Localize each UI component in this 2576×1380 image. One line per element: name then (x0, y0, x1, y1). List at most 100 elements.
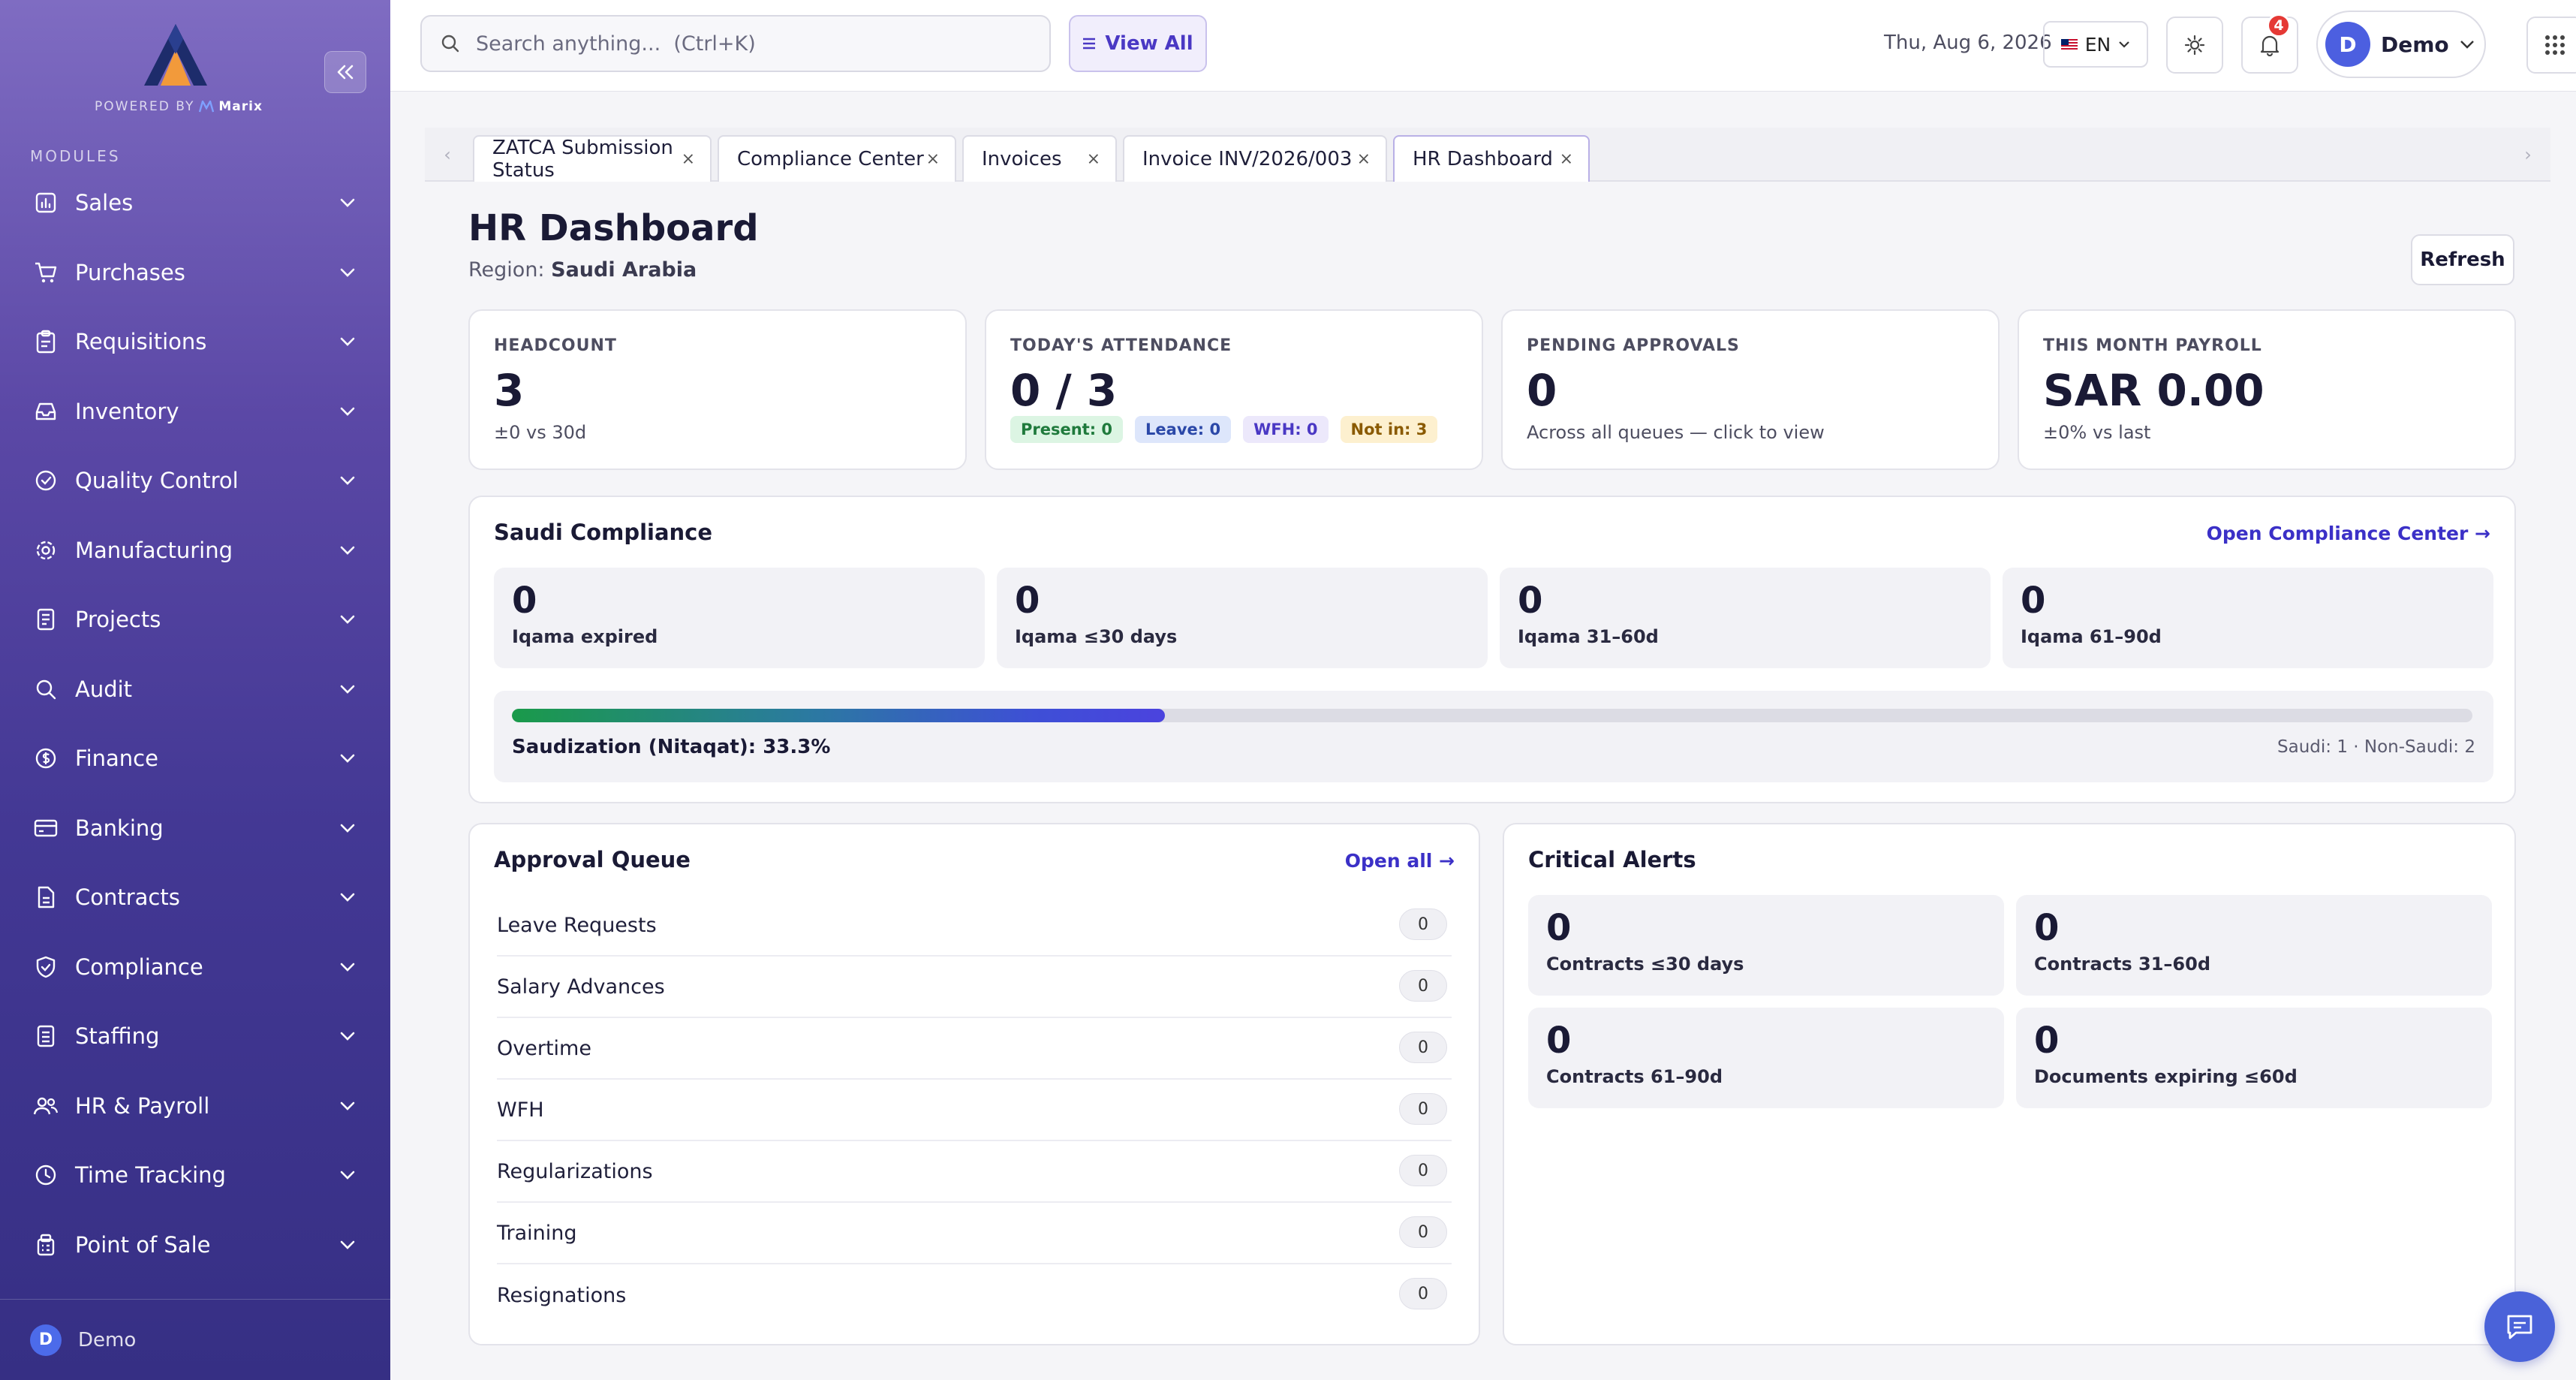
queue-label: Leave Requests (497, 913, 657, 937)
sidebar-item-staffing[interactable]: Staffing (0, 1002, 390, 1071)
sidebar-item-label: Time Tracking (75, 1162, 226, 1189)
tab-invoice-detail[interactable]: Invoice INV/2026/003 × (1123, 135, 1387, 182)
chevron-down-icon (340, 407, 355, 416)
contracts-31-60-tile[interactable]: 0 Contracts 31–60d (2016, 895, 2492, 996)
sidebar-item-compliance[interactable]: Compliance (0, 933, 390, 1002)
queue-row-salary-advances[interactable]: Salary Advances 0 (497, 957, 1452, 1018)
queue-count-badge: 0 (1399, 1278, 1447, 1309)
app-logo[interactable] (90, 24, 263, 122)
contracts-30-days-tile[interactable]: 0 Contracts ≤30 days (1528, 895, 2004, 996)
sidebar-item-projects[interactable]: Projects (0, 585, 390, 655)
chevron-down-icon (340, 337, 355, 347)
sidebar: POWERED BY Marix MODULES Sales Purchases… (0, 0, 390, 1380)
tile-label: Contracts 61–90d (1546, 1066, 1723, 1087)
queue-count-badge: 0 (1399, 1093, 1447, 1125)
critical-alerts-panel: Critical Alerts 0 Contracts ≤30 days 0 C… (1503, 823, 2516, 1345)
close-icon[interactable]: × (1356, 149, 1371, 169)
tile-label: Iqama expired (512, 626, 658, 647)
queue-row-overtime[interactable]: Overtime 0 (497, 1018, 1452, 1080)
sidebar-item-sales[interactable]: Sales (0, 168, 390, 238)
saudization-label: Saudization (Nitaqat): 33.3% (512, 736, 831, 758)
tab-compliance-center[interactable]: Compliance Center × (718, 135, 956, 182)
queue-row-resignations[interactable]: Resignations 0 (497, 1264, 1452, 1326)
sidebar-item-manufacturing[interactable]: Manufacturing (0, 516, 390, 586)
sidebar-item-label: Sales (75, 190, 134, 216)
queue-row-training[interactable]: Training 0 (497, 1203, 1452, 1264)
kpi-label: HEADCOUNT (494, 336, 617, 355)
sidebar-item-label: HR & Payroll (75, 1092, 210, 1119)
close-icon[interactable]: × (681, 149, 695, 169)
user-menu[interactable]: D Demo (2316, 11, 2486, 78)
payroll-card[interactable]: THIS MONTH PAYROLL SAR 0.00 ±0% vs last (2018, 309, 2516, 470)
sidebar-item-time-tracking[interactable]: Time Tracking (0, 1140, 390, 1210)
powered-by-text: POWERED BY (95, 99, 195, 114)
sidebar-item-finance[interactable]: Finance (0, 724, 390, 794)
open-compliance-center-link[interactable]: Open Compliance Center → (2206, 523, 2490, 544)
refresh-button[interactable]: Refresh (2411, 234, 2514, 285)
sidebar-item-hr-payroll[interactable]: HR & Payroll (0, 1071, 390, 1141)
collapse-sidebar-button[interactable] (324, 51, 366, 93)
queue-label: WFH (497, 1098, 544, 1122)
close-icon[interactable]: × (1559, 149, 1573, 169)
pending-approvals-card[interactable]: PENDING APPROVALS 0 Across all queues — … (1501, 309, 2000, 470)
chat-icon (2507, 1315, 2532, 1339)
nationality-breakdown: Saudi: 1 · Non-Saudi: 2 (2277, 737, 2475, 757)
sidebar-item-purchases[interactable]: Purchases (0, 238, 390, 308)
sidebar-item-inventory[interactable]: Inventory (0, 377, 390, 447)
queue-row-leave-requests[interactable]: Leave Requests 0 (497, 895, 1452, 957)
section-title: Critical Alerts (1528, 847, 1696, 872)
cart-icon (33, 260, 59, 285)
tab-invoices[interactable]: Invoices × (962, 135, 1117, 182)
iqama-30-days-tile[interactable]: 0 Iqama ≤30 days (997, 568, 1488, 668)
iqama-expired-tile[interactable]: 0 Iqama expired (494, 568, 985, 668)
tabs-scroll-right-button[interactable]: › (2524, 144, 2532, 165)
iqama-61-90-tile[interactable]: 0 Iqama 61–90d (2003, 568, 2493, 668)
tile-label: Contracts ≤30 days (1546, 954, 1744, 975)
open-all-approvals-link[interactable]: Open all → (1344, 850, 1455, 872)
tile-value: 0 (1015, 580, 1040, 622)
chat-support-button[interactable] (2484, 1291, 2555, 1362)
notifications-button[interactable]: 4 (2241, 14, 2298, 74)
tile-value: 0 (1518, 580, 1543, 622)
attendance-chips: Present: 0 Leave: 0 WFH: 0 Not in: 3 (1010, 416, 1438, 443)
sidebar-item-quality-control[interactable]: Quality Control (0, 446, 390, 516)
saudization-progress-fill (512, 709, 1165, 722)
contracts-61-90-tile[interactable]: 0 Contracts 61–90d (1528, 1008, 2004, 1108)
language-selector[interactable]: EN (2043, 21, 2148, 68)
apps-grid-button[interactable] (2526, 17, 2576, 74)
close-icon[interactable]: × (925, 149, 940, 169)
theme-toggle-button[interactable] (2166, 17, 2223, 74)
chevron-down-icon (340, 754, 355, 764)
avatar: D (2325, 22, 2370, 67)
tabs-scroll-left-button[interactable]: ‹ (444, 144, 451, 165)
attendance-card[interactable]: TODAY'S ATTENDANCE 0 / 3 Present: 0 Leav… (985, 309, 1483, 470)
view-all-label: View All (1105, 32, 1193, 55)
sidebar-item-requisitions[interactable]: Requisitions (0, 307, 390, 377)
queue-count-badge: 0 (1399, 970, 1447, 1002)
queue-row-wfh[interactable]: WFH 0 (497, 1080, 1452, 1141)
present-chip: Present: 0 (1010, 416, 1124, 443)
close-icon[interactable]: × (1086, 149, 1100, 169)
iqama-31-60-tile[interactable]: 0 Iqama 31–60d (1500, 568, 1991, 668)
view-all-button[interactable]: View All (1069, 15, 1207, 72)
tab-hr-dashboard[interactable]: HR Dashboard × (1393, 135, 1590, 182)
queue-count-badge: 0 (1399, 908, 1447, 940)
sidebar-item-audit[interactable]: Audit (0, 655, 390, 725)
search-box[interactable] (420, 15, 1051, 72)
inbox-icon (33, 399, 59, 424)
sidebar-user-name: Demo (78, 1328, 137, 1351)
sidebar-user[interactable]: D Demo (0, 1299, 390, 1380)
tab-zatca-submission-status[interactable]: ZATCA Submission Status × (473, 135, 712, 182)
sidebar-item-banking[interactable]: Banking (0, 794, 390, 863)
chevron-down-icon (2460, 41, 2474, 49)
headcount-card[interactable]: HEADCOUNT 3 ±0 vs 30d (468, 309, 967, 470)
user-name: Demo (2381, 32, 2449, 57)
search-input[interactable] (476, 32, 1001, 56)
documents-expiring-tile[interactable]: 0 Documents expiring ≤60d (2016, 1008, 2492, 1108)
queue-row-regularizations[interactable]: Regularizations 0 (497, 1141, 1452, 1203)
open-tabs-bar: ‹ ZATCA Submission Status × Compliance C… (425, 128, 2550, 182)
sidebar-item-label: Requisitions (75, 329, 207, 355)
sidebar-item-contracts[interactable]: Contracts (0, 863, 390, 933)
sidebar-item-point-of-sale[interactable]: Point of Sale (0, 1210, 390, 1280)
wfh-chip: WFH: 0 (1243, 416, 1329, 443)
